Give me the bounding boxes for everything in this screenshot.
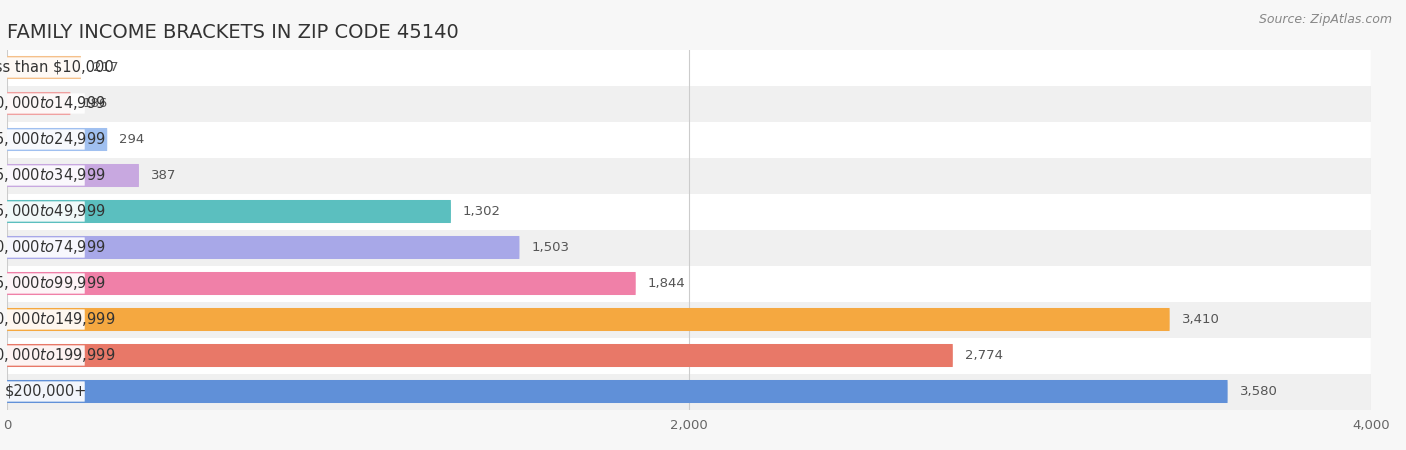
Text: $50,000 to $74,999: $50,000 to $74,999 [0,238,105,256]
Text: $25,000 to $34,999: $25,000 to $34,999 [0,166,105,184]
Text: 3,410: 3,410 [1181,313,1219,326]
Text: 2,774: 2,774 [965,349,1002,362]
Text: $35,000 to $49,999: $35,000 to $49,999 [0,202,105,220]
Text: 3,580: 3,580 [1240,385,1278,398]
Text: 387: 387 [150,169,176,182]
FancyBboxPatch shape [7,129,84,150]
FancyBboxPatch shape [7,165,84,186]
FancyBboxPatch shape [7,122,1371,158]
FancyBboxPatch shape [7,236,519,259]
FancyBboxPatch shape [7,92,70,115]
FancyBboxPatch shape [7,158,1371,194]
FancyBboxPatch shape [7,374,1371,410]
FancyBboxPatch shape [7,345,84,366]
FancyBboxPatch shape [7,381,84,402]
Text: FAMILY INCOME BRACKETS IN ZIP CODE 45140: FAMILY INCOME BRACKETS IN ZIP CODE 45140 [7,23,458,42]
Text: Less than $10,000: Less than $10,000 [0,60,114,75]
FancyBboxPatch shape [7,56,82,79]
FancyBboxPatch shape [7,93,84,114]
Text: $100,000 to $149,999: $100,000 to $149,999 [0,310,115,328]
FancyBboxPatch shape [7,338,1371,374]
Text: Source: ZipAtlas.com: Source: ZipAtlas.com [1258,14,1392,27]
FancyBboxPatch shape [7,230,1371,266]
FancyBboxPatch shape [7,237,84,258]
Text: 1,844: 1,844 [648,277,686,290]
Text: $15,000 to $24,999: $15,000 to $24,999 [0,130,105,148]
FancyBboxPatch shape [7,57,84,78]
Text: 186: 186 [83,97,108,110]
FancyBboxPatch shape [7,272,636,295]
Text: $10,000 to $14,999: $10,000 to $14,999 [0,94,105,112]
FancyBboxPatch shape [7,50,1371,86]
Text: 217: 217 [93,61,118,74]
Text: $75,000 to $99,999: $75,000 to $99,999 [0,274,105,292]
FancyBboxPatch shape [7,194,1371,230]
FancyBboxPatch shape [7,309,84,330]
FancyBboxPatch shape [7,302,1371,338]
Text: $150,000 to $199,999: $150,000 to $199,999 [0,346,115,364]
FancyBboxPatch shape [7,344,953,367]
FancyBboxPatch shape [7,86,1371,122]
FancyBboxPatch shape [7,273,84,294]
Text: 1,302: 1,302 [463,205,501,218]
Text: 1,503: 1,503 [531,241,569,254]
FancyBboxPatch shape [7,266,1371,302]
FancyBboxPatch shape [7,380,1227,403]
FancyBboxPatch shape [7,308,1170,331]
FancyBboxPatch shape [7,201,84,222]
Text: 294: 294 [120,133,145,146]
FancyBboxPatch shape [7,200,451,223]
FancyBboxPatch shape [7,128,107,151]
Text: $200,000+: $200,000+ [4,384,87,399]
FancyBboxPatch shape [7,164,139,187]
